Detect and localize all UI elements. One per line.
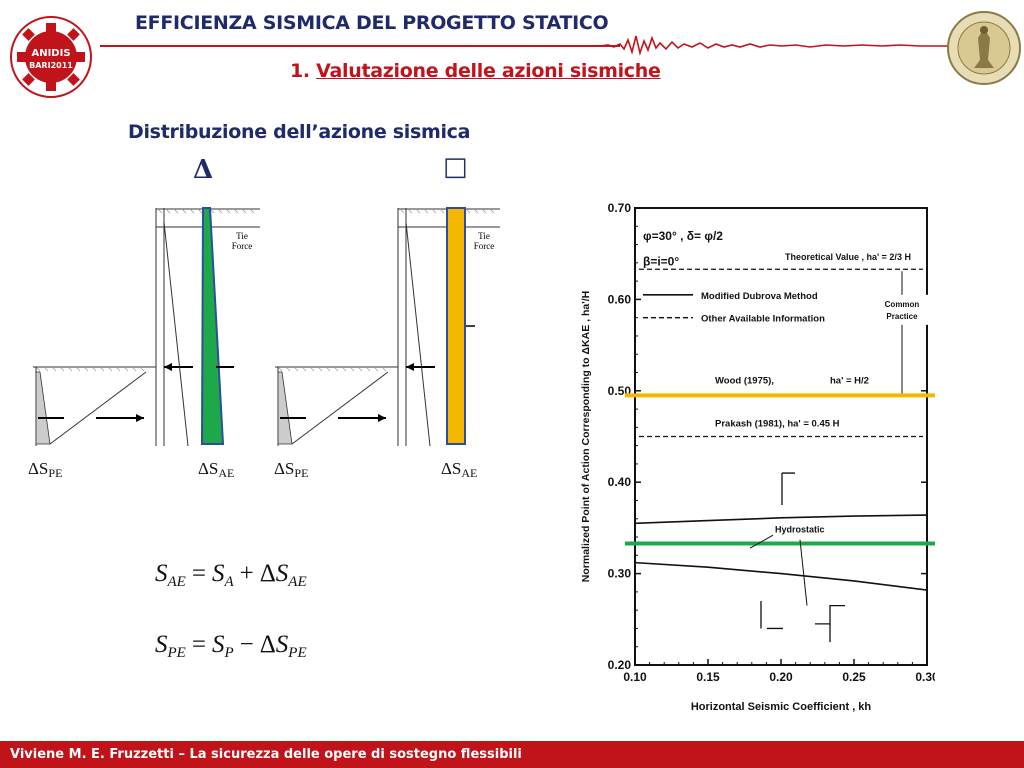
footer-bar: Viviene M. E. Fruzzetti – La sicurezza d…: [0, 741, 1024, 768]
params-text-1: φ=30° , δ= φ/2: [643, 229, 723, 243]
y-tick-label: 0.30: [608, 567, 632, 581]
label-sub: PE: [48, 466, 63, 480]
eq2-b-sub: PE: [288, 645, 307, 661]
diagram-rectangular: Tie Force: [270, 200, 510, 450]
anidis-logo-text-2: BARI2011: [29, 61, 73, 70]
series-line-1: [634, 561, 928, 591]
legend-label-dashed: Other Available Information: [701, 314, 825, 325]
diagram-triangular: Tie Force: [28, 200, 268, 450]
delta-s-pe-label-2: ΔSPE: [274, 459, 308, 481]
hydrostatic-arrow: [749, 534, 774, 549]
eq1-lhs: S: [155, 560, 168, 587]
reference-label-prakash: Prakash (1981), ha' = 0.45 H: [715, 419, 840, 430]
section-title: Distribuzione dell’azione sismica: [128, 121, 471, 143]
footer-text: Viviene M. E. Fruzzetti – La sicurezza d…: [10, 747, 522, 762]
anidis-logo: ANIDIS BARI2011: [6, 14, 96, 100]
anidis-logo-text-1: ANIDIS: [31, 48, 70, 59]
series-line-0: [634, 514, 928, 525]
delta-s-ae-label-1: ΔSAE: [198, 459, 234, 481]
chart-svg: 0.200.300.400.500.600.700.10 0.15 0.20 0.25…: [580, 201, 939, 713]
label-sub: AE: [461, 466, 478, 480]
inset-sketch-lower-left: [760, 601, 783, 630]
inset-sketch-lower-right: [815, 604, 845, 643]
anidis-logo-graphic: ANIDIS BARI2011: [10, 16, 92, 98]
seismograph-trace: [599, 22, 950, 62]
x-tick-label: 0.25: [842, 670, 866, 684]
legend-label-solid: Modified Dubrova Method: [701, 291, 818, 302]
x-tick-label: 0.20: [769, 670, 793, 684]
eq2-b: S: [275, 631, 289, 658]
eq2-a-sub: P: [224, 645, 234, 661]
label-sub: PE: [294, 466, 309, 480]
hydrostatic-pointer: [799, 539, 808, 606]
common-practice-label-1: Common: [885, 300, 920, 309]
common-practice-bg: [875, 294, 929, 325]
reference-label-theoretical: Theoretical Value , ha' = 2/3 H: [785, 252, 911, 262]
eq2-delta: Δ: [259, 631, 276, 658]
subtitle-text: Valutazione delle azioni sismiche: [316, 60, 661, 82]
reference-label-wood-value: ha' = H/2: [830, 375, 869, 386]
page-subtitle: 1. Valutazione delle azioni sismiche: [290, 60, 661, 82]
x-tick-label: 0.15: [696, 670, 720, 684]
eq1-lhs-sub: AE: [167, 574, 186, 590]
title-rule: [100, 45, 620, 47]
y-axis-label: Normalized Point of Action Corresponding…: [580, 291, 592, 582]
equation-sae: SAE = SA + ΔSAE: [155, 560, 307, 591]
inset-sketch-upper: [781, 472, 795, 506]
reference-label-wood: Wood (1975),: [715, 375, 774, 386]
label-main: ΔS: [28, 459, 49, 478]
univpm-logo: [946, 8, 1022, 88]
equation-spe: SPE = SP − ΔSPE: [155, 631, 307, 662]
common-practice-label-2: Practice: [886, 312, 918, 321]
eq1-a: S: [211, 560, 225, 587]
eq1-delta: Δ: [259, 560, 276, 587]
univpm-seal-graphic: [947, 11, 1021, 85]
page-title: EFFICIENZA SISMICA DEL PROGETTO STATICO: [135, 12, 609, 34]
eq1-operator: +: [239, 560, 254, 587]
delta-s-ae-label-2: ΔSAE: [441, 459, 477, 481]
force-label-2: Force: [474, 241, 495, 251]
delta-symbol: Δ: [193, 155, 214, 185]
label-main: ΔS: [198, 459, 219, 478]
point-of-action-chart: 0.20 0.30 0.40 0.50 0.60 0.70 0.10 0.15 0.20 0.25…: [575, 190, 939, 735]
label-sub: AE: [218, 466, 235, 480]
force-label-1: Force: [232, 241, 253, 251]
tie-label-1: Tie: [236, 231, 248, 241]
box-symbol: □: [443, 152, 468, 182]
eq1-b: S: [275, 560, 289, 587]
y-tick-label: 0.40: [608, 475, 632, 489]
delta-s-pe-label-1: ΔSPE: [28, 459, 62, 481]
eq1-equals: =: [191, 560, 206, 587]
hydrostatic-label: Hydrostatic: [775, 524, 825, 534]
subtitle-number: 1.: [290, 60, 317, 82]
y-tick-label: 0.70: [608, 201, 632, 215]
y-tick-label: 0.20: [608, 658, 632, 672]
x-tick-label: 0.30: [915, 670, 935, 684]
eq1-b-sub: AE: [288, 574, 307, 590]
tie-label-2: Tie: [478, 231, 490, 241]
eq2-lhs: S: [155, 631, 168, 658]
x-axis-label: Horizontal Seismic Coefficient , kh: [691, 701, 872, 713]
eq2-a: S: [211, 631, 225, 658]
y-tick-label: 0.60: [608, 292, 632, 306]
params-text-2: β=i=0°: [643, 255, 679, 269]
label-main: ΔS: [441, 459, 462, 478]
eq2-operator: −: [239, 631, 254, 658]
eq1-a-sub: A: [224, 574, 234, 590]
eq2-equals: =: [191, 631, 206, 658]
x-tick-label: 0.10: [623, 670, 647, 684]
label-main: ΔS: [274, 459, 295, 478]
eq2-lhs-sub: PE: [167, 645, 186, 661]
